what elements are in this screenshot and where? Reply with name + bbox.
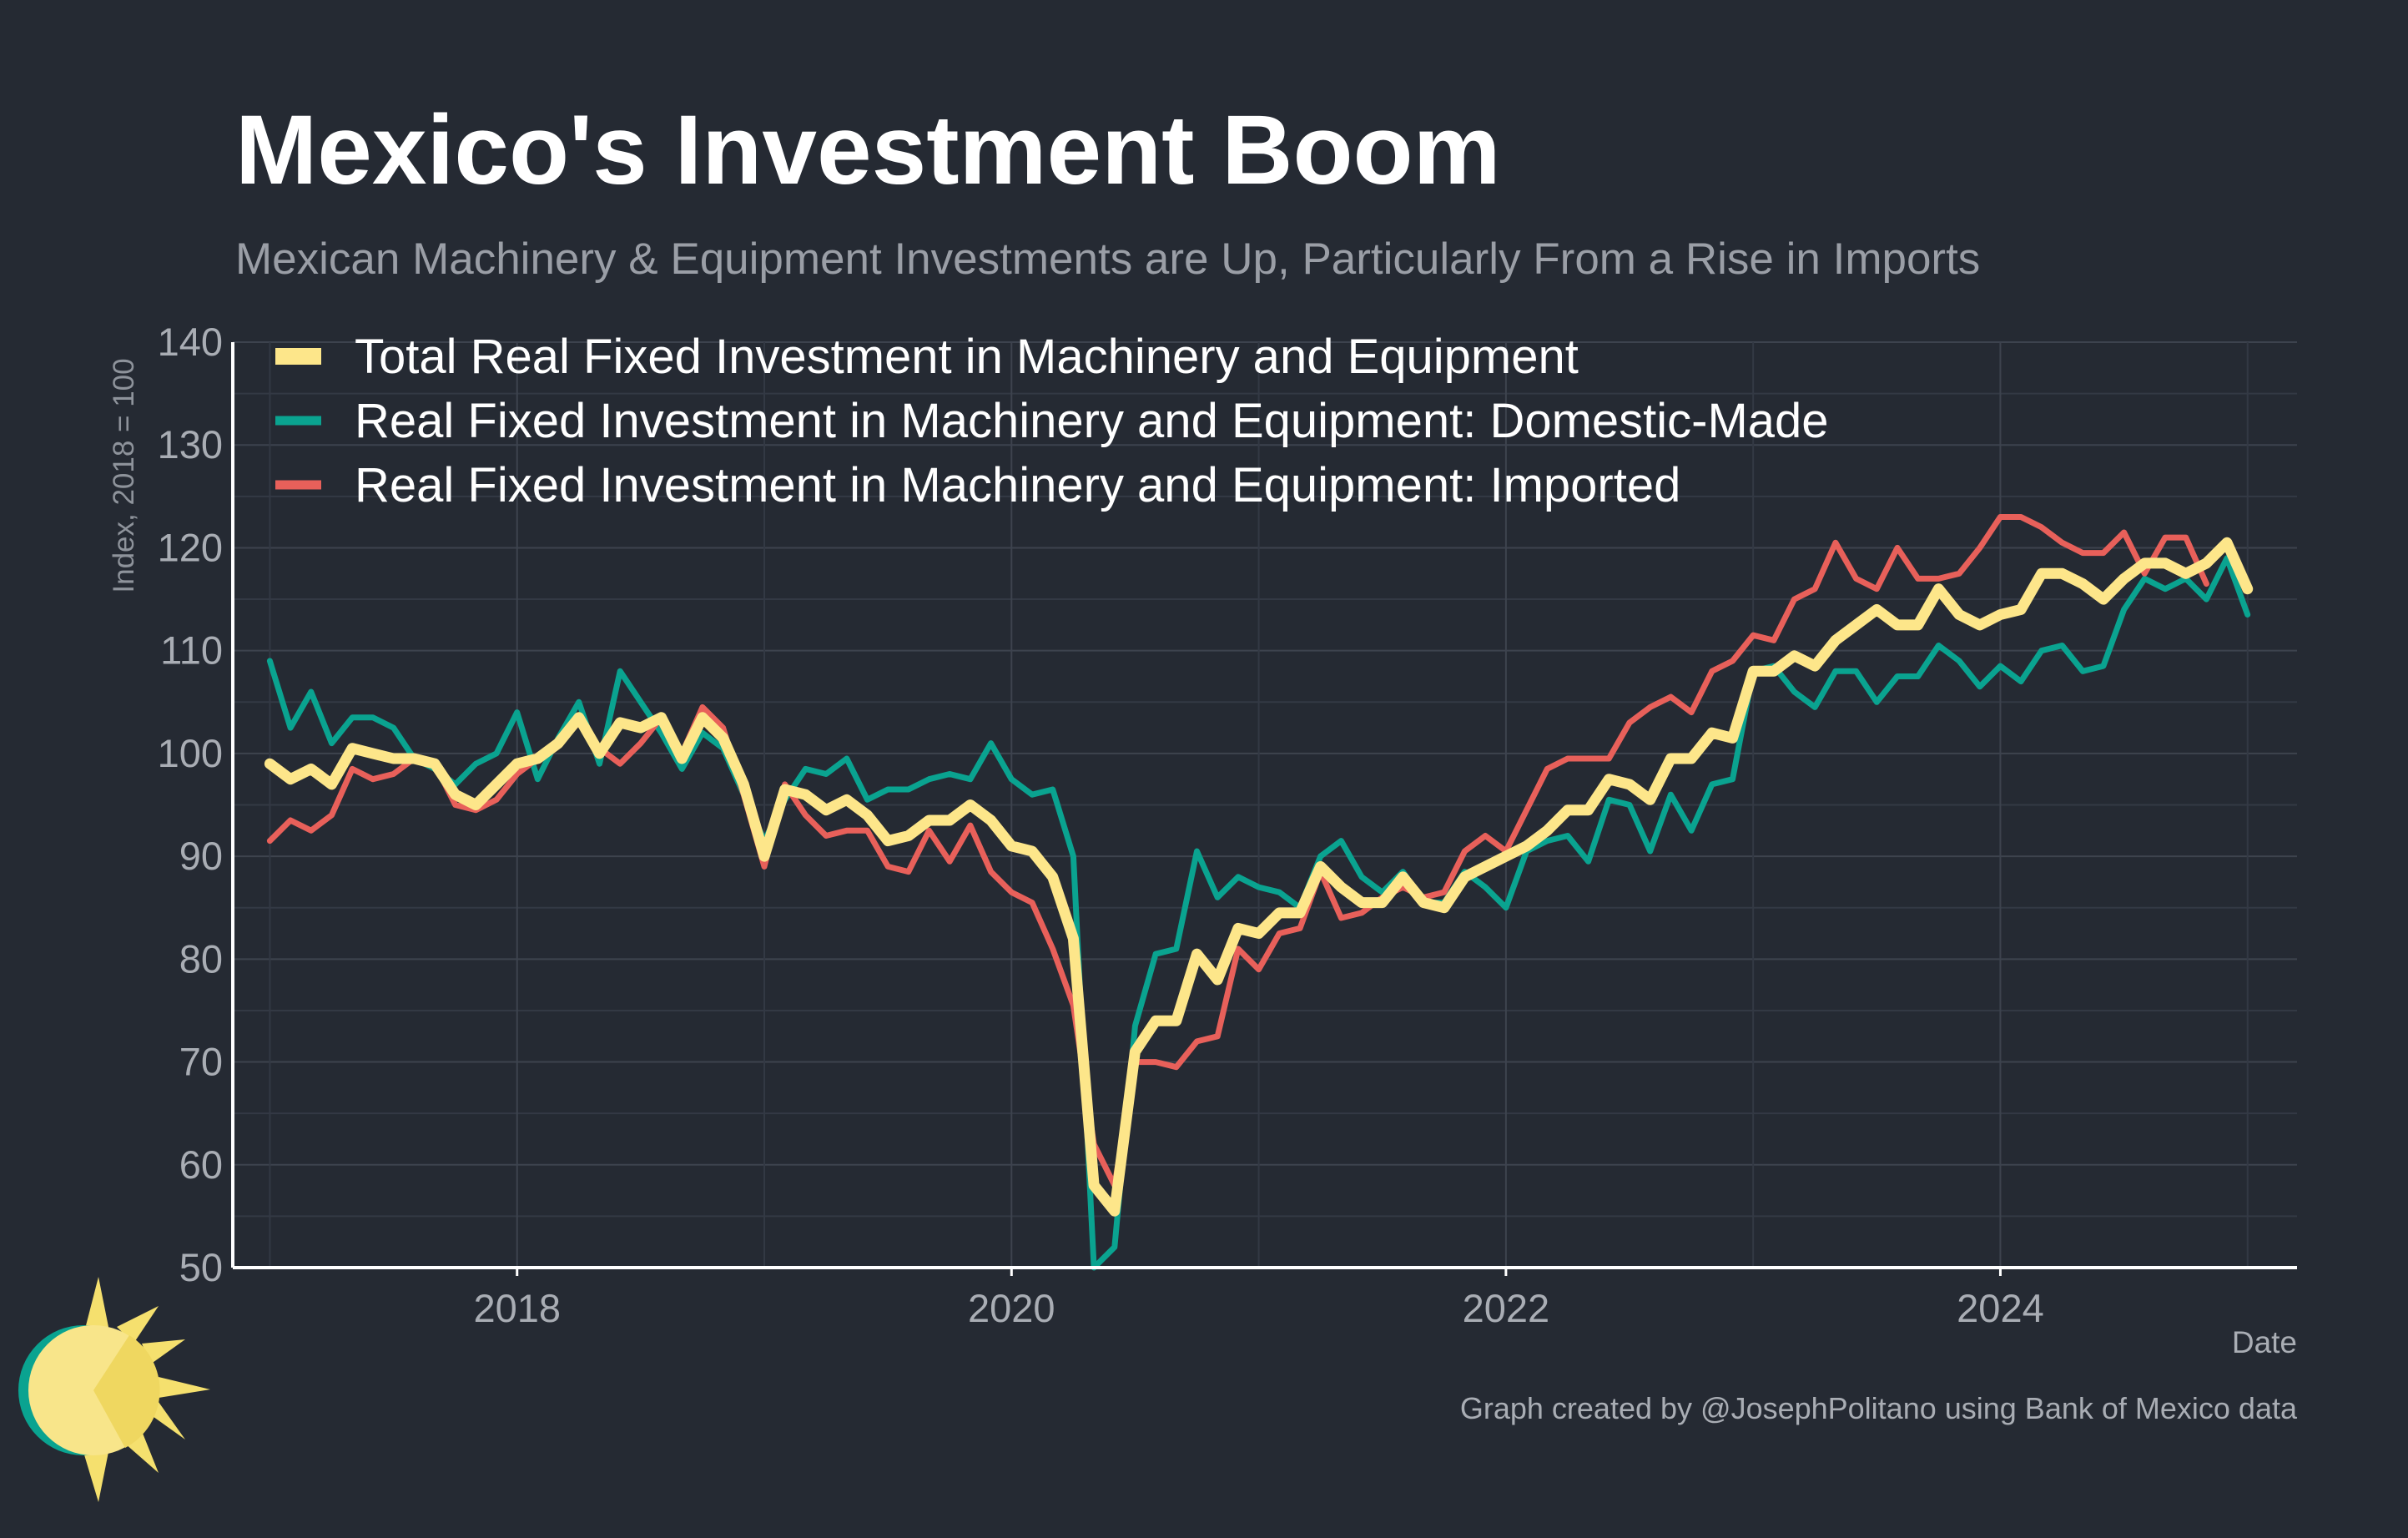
legend-label: Real Fixed Investment in Machinery and E… <box>355 458 1680 512</box>
x-axis-label: Date <box>2232 1325 2297 1359</box>
x-tick-label: 2024 <box>1957 1286 2044 1330</box>
series-line-2 <box>266 514 2209 1188</box>
y-tick-label: 140 <box>158 320 223 364</box>
y-tick-label: 120 <box>158 525 223 569</box>
y-ticks: 50 60 70 80 90 100 110 120 130 140 <box>158 320 223 1289</box>
series-line-1 <box>266 555 2251 1271</box>
plot-area <box>264 514 2254 1271</box>
y-tick-label: 50 <box>179 1245 223 1289</box>
y-tick-label: 110 <box>160 628 223 673</box>
y-tick-label: 130 <box>158 422 223 466</box>
y-tick-label: 70 <box>179 1040 223 1084</box>
x-tick-label: 2018 <box>473 1286 561 1330</box>
legend-label: Real Fixed Investment in Machinery and E… <box>355 394 1829 448</box>
y-tick-label: 80 <box>179 936 223 981</box>
y-tick-label: 90 <box>179 834 223 878</box>
y-axis-label: Index, 2018 = 100 <box>108 358 140 593</box>
y-tick-label: 100 <box>158 731 223 775</box>
chart-title: Mexico's Investment Boom <box>235 95 1501 205</box>
legend-label: Total Real Fixed Investment in Machinery… <box>355 330 1579 384</box>
source-caption: Graph created by @JosephPolitano using B… <box>1460 1391 2298 1425</box>
x-tick-label: 2020 <box>968 1286 1055 1330</box>
chart-subtitle: Mexican Machinery & Equipment Investment… <box>235 234 1980 284</box>
x-ticks: 2018 2020 2022 2024 <box>473 1268 2044 1330</box>
sun-logo-icon <box>18 1277 210 1502</box>
x-tick-label: 2022 <box>1463 1286 1550 1330</box>
legend: Total Real Fixed Investment in Machinery… <box>275 330 1829 512</box>
series-line-0 <box>264 537 2254 1217</box>
y-tick-label: 60 <box>179 1142 223 1187</box>
